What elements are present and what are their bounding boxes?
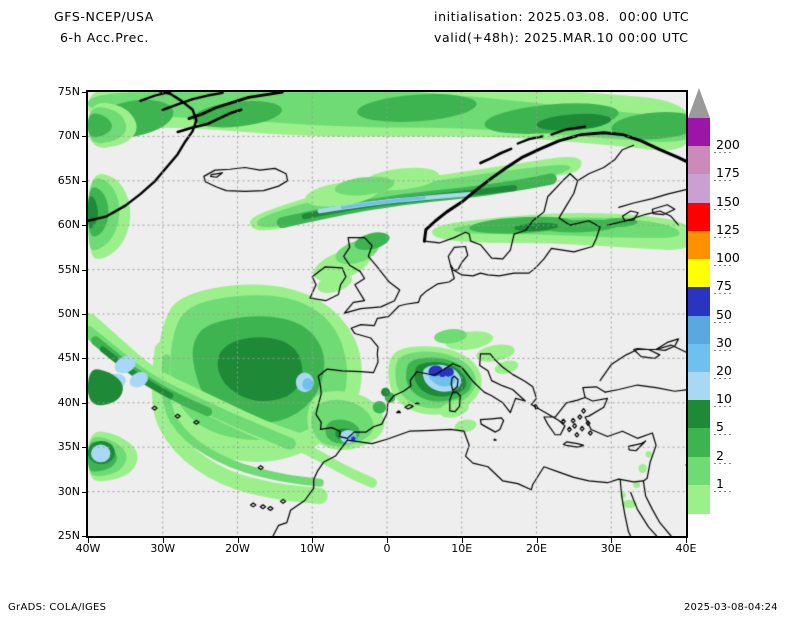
y-axis-tick-label: 55N [57,262,80,276]
y-axis-tick [82,225,87,227]
x-axis-tick [162,538,164,543]
precipitation-map-canvas [88,92,686,536]
precipitation-colorbar[interactable]: 200 175 150 125 100 75 50 30 20 10 5 2 1 [688,88,740,540]
initialisation-time: initialisation: 2025.03.08. 00:00 UTC [434,9,690,24]
y-axis-tick [82,402,87,404]
x-axis-tick-label: 30W [150,542,176,555]
colorbar-band[interactable] [688,287,710,317]
colorbar-tick-label: 175 [716,165,740,181]
x-axis-tick [387,538,388,543]
colorbar-tick-label: 125 [716,221,740,237]
colorbar-tick-label: 10 [716,391,732,407]
colorbar-tick-dots [714,434,732,436]
colorbar-band[interactable] [688,118,710,147]
y-axis-tick [82,447,87,449]
y-axis-tick-label: 40N [57,395,80,409]
colorbar-tick-dots [714,180,732,182]
y-axis-tick-label: 75N [57,85,80,98]
y-axis-tick [82,536,87,537]
x-axis-tick-label: 30E [600,542,622,555]
colorbar-tick-dots [714,265,732,267]
colorbar-tick-label: 75 [716,278,732,294]
x-axis-tick [611,538,613,543]
x-axis-tick-label: 10W [299,542,325,555]
colorbar-band[interactable] [688,146,710,176]
x-axis-tick-label: 10E [451,542,473,555]
colorbar-overflow-arrow-icon [688,88,710,118]
colorbar-band[interactable] [688,371,710,401]
colorbar-band[interactable] [688,428,710,458]
y-axis-tick-label: 50N [57,307,80,320]
x-axis-tick [461,538,463,543]
x-axis-tick-label: 40W [75,542,101,555]
colorbar-tick-dots [714,377,732,379]
colorbar-band[interactable] [688,484,710,514]
valid-time: valid(+48h): 2025.MAR.10 00:00 UTC [434,30,689,45]
render-stamp: 2025-03-08-04:24 [684,602,778,613]
colorbar-tick-label: 30 [716,334,732,350]
x-axis-tick-label: 0 [383,542,391,555]
colorbar-tick-dots [714,236,732,238]
colorbar-tick-dots [714,321,732,323]
colorbar-tick-label: 150 [716,193,740,209]
colorbar-tick-dots [714,462,732,464]
colorbar-band[interactable] [688,400,710,429]
y-axis-tick-label: 45N [57,351,80,365]
y-axis-tick-label: 65N [57,173,80,187]
y-axis-tick [82,491,87,493]
x-axis-tick [237,538,239,543]
colorbar-tick-label: 100 [716,250,740,266]
colorbar-tick-dots [714,293,732,295]
colorbar-tick-label: 50 [716,306,732,322]
colorbar-tick-dots [714,152,732,154]
x-axis-tick-label: 20W [225,542,250,555]
colorbar-tick-dots [714,406,732,408]
field-title: 6-h Acc.Prec. [60,30,149,45]
y-axis-tick-label: 60N [57,218,80,232]
colorbar-band[interactable] [688,202,710,232]
x-axis-tick [88,538,89,543]
colorbar-tick-dots [714,208,732,210]
colorbar-tick-label: 1 [716,475,724,491]
colorbar-tick-dots [714,349,732,351]
y-axis-tick [82,314,87,315]
x-axis-tick [686,538,687,543]
colorbar-tick-label: 5 [716,419,724,435]
y-axis-tick [82,180,87,182]
colorbar-band[interactable] [688,343,710,373]
y-axis-tick-label: 30N [57,484,80,498]
x-axis-tick-label: 40E [675,542,697,555]
colorbar-tick-label: 20 [716,362,732,378]
colorbar-band[interactable] [688,315,710,345]
x-axis-tick [536,538,538,543]
colorbar-tick-dots [714,490,732,492]
y-axis-tick [82,136,87,138]
y-axis-tick-label: 35N [57,440,80,454]
colorbar-band[interactable] [688,456,710,486]
y-axis-tick-label: 70N [57,129,80,143]
y-axis-tick [82,269,87,271]
colorbar-band[interactable] [688,259,710,288]
grads-credit: GrADS: COLA/IGES [8,602,107,613]
colorbar-tick-label: 200 [716,137,740,153]
colorbar-band[interactable] [688,174,710,204]
colorbar-tick-label: 2 [716,447,724,463]
y-axis-tick [82,358,87,360]
x-axis-tick [312,538,314,543]
map-plot-area[interactable] [86,90,688,538]
x-axis-tick-label: 20E [526,542,547,555]
y-axis-tick [82,92,87,93]
model-title: GFS-NCEP/USA [54,9,154,24]
colorbar-band[interactable] [688,230,710,260]
y-axis-tick-label: 25N [57,529,80,542]
